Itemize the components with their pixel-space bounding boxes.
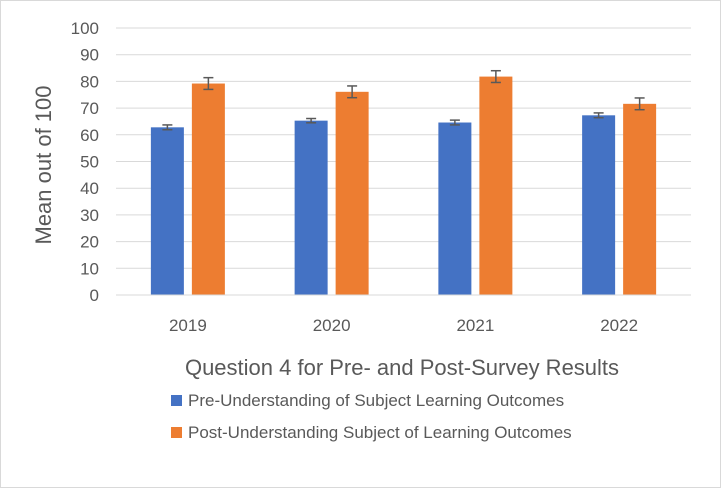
- x-tick-label-2021: 2021: [456, 316, 494, 335]
- post-bar-2021: [479, 76, 513, 296]
- axes: 0 10 20 30 40 50 60 70 80 90 100 2019 2020 2021 2022: [71, 19, 691, 335]
- bars: [150, 76, 657, 296]
- legend-swatch-pre: [171, 395, 182, 406]
- x-tick-label-2019: 2019: [169, 316, 207, 335]
- y-tick-label: 0: [90, 286, 99, 305]
- legend-swatch-post: [171, 427, 182, 438]
- y-tick-label: 10: [80, 259, 99, 278]
- legend: Pre-Understanding of Subject Learning Ou…: [171, 391, 572, 442]
- pre-bar-2019: [150, 127, 184, 295]
- x-tick-label-2022: 2022: [600, 316, 638, 335]
- y-tick-label: 50: [80, 153, 99, 172]
- pre-error-bar-2019: [162, 124, 173, 131]
- post-error-bar-2021: [490, 69, 501, 84]
- x-axis-label: Question 4 for Pre- and Post-Survey Resu…: [185, 355, 619, 380]
- pre-error-bar-2022: [593, 112, 604, 119]
- post-error-bar-2022: [634, 97, 645, 111]
- y-tick-label: 60: [80, 126, 99, 145]
- y-tick-label: 100: [71, 19, 99, 38]
- y-tick-label: 20: [80, 233, 99, 252]
- error-bars: [162, 69, 645, 131]
- x-tick-label-2020: 2020: [313, 316, 351, 335]
- y-tick-label: 30: [80, 206, 99, 225]
- y-tick-label: 90: [80, 46, 99, 65]
- post-bar-2022: [623, 103, 657, 295]
- y-tick-label: 40: [80, 179, 99, 198]
- y-tick-label: 80: [80, 72, 99, 91]
- pre-bar-2020: [294, 120, 328, 295]
- pre-error-bar-2021: [449, 119, 460, 126]
- legend-label-pre: Pre-Understanding of Subject Learning Ou…: [188, 391, 564, 410]
- y-tick-label: 70: [80, 99, 99, 118]
- pre-error-bar-2020: [306, 117, 317, 124]
- post-bar-2020: [335, 91, 369, 295]
- post-bar-2019: [191, 83, 225, 295]
- legend-label-post: Post-Understanding Subject of Learning O…: [188, 423, 572, 442]
- y-axis-label: Mean out of 100: [31, 85, 56, 244]
- pre-bar-2021: [438, 122, 472, 295]
- post-error-bar-2019: [203, 76, 214, 91]
- pre-bar-2022: [582, 115, 616, 296]
- post-error-bar-2020: [347, 85, 358, 99]
